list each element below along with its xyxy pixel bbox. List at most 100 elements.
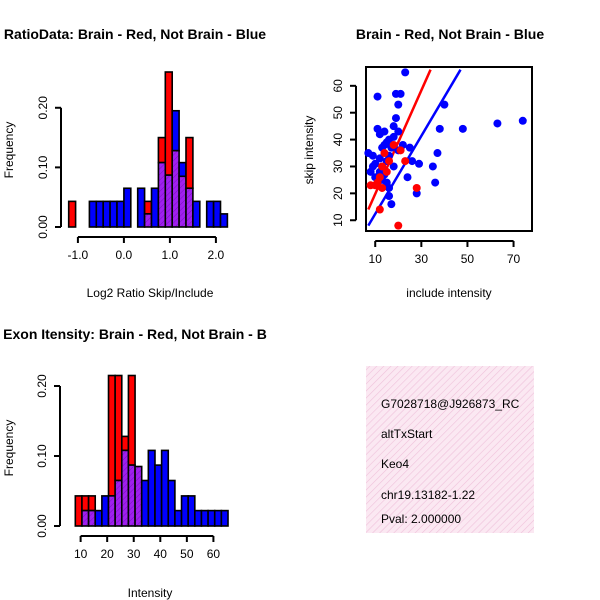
ratio-bar-overlap [178, 175, 187, 228]
intensity-bar-not-brain [187, 495, 196, 527]
scatter-point-blue [375, 154, 384, 163]
scatter-point-blue [493, 119, 502, 128]
scatter-point-blue [387, 200, 396, 209]
scatter-point-blue [389, 122, 398, 131]
intensity-bar-not-brain [220, 509, 229, 527]
ratio-histogram-ylabel: Frequency [2, 122, 16, 179]
event-type-label: altTxStart [381, 427, 433, 441]
ratio-bar-not-brain [192, 200, 201, 228]
intensity-bar-overlap [114, 479, 123, 527]
ratio-bar-not-brain [219, 213, 229, 228]
scatter-points [364, 68, 527, 230]
ratio-bar-overlap [185, 187, 194, 228]
scatter-point-red [375, 205, 384, 214]
ratio-histogram-title: RatioData: Brain - Red, Not Brain - Blue [4, 26, 266, 42]
intensity-bar-not-brain [160, 449, 170, 527]
event-id-label: G7028718@J926873_RC [381, 397, 520, 411]
scatter-point-blue [415, 159, 424, 168]
scatter-x-tick-label: 70 [507, 252, 521, 266]
intensity-bar-overlap [87, 509, 97, 527]
ratio-bar-not-brain [171, 109, 180, 152]
scatter-point-blue [385, 192, 394, 201]
ratio-bar-overlap [171, 149, 180, 228]
intensity-bar-not-brain [207, 509, 216, 527]
event-info-panel: G7028718@J926873_RC altTxStart Keo4 chr1… [366, 366, 534, 533]
intensity-bar-overlap [81, 509, 90, 527]
scatter-point-red [401, 157, 410, 166]
intensity-histogram-panel: Exon Itensity: Brain - Red, Not Brain - … [2, 326, 267, 600]
intensity-bar-not-brain [147, 449, 156, 527]
intensity-bar-not-brain [140, 479, 150, 527]
scatter-point-blue [405, 143, 414, 152]
intensity-bar-brain [81, 495, 90, 512]
scatter-point-blue [373, 92, 382, 101]
scatter-point-red [378, 162, 387, 171]
scatter-point-red [382, 167, 391, 176]
ratio-bar-not-brain [102, 200, 111, 228]
intensity-bar-overlap [134, 465, 143, 527]
intensity-histogram-axes: 10 20 30 40 50 60 0.00 0.10 0.20 [35, 374, 220, 561]
ratio-bar-not-brain [205, 200, 215, 228]
scatter-point-blue [368, 151, 377, 160]
intensity-bar-not-brain [154, 464, 163, 527]
scatter-point-blue [403, 173, 412, 182]
intensity-bar-not-brain [174, 509, 183, 527]
ratio-bar-brain [157, 136, 167, 164]
scatter-point-blue [401, 68, 410, 77]
intensity-histogram-ylabel: Frequency [2, 420, 16, 477]
scatter-point-blue [380, 127, 389, 136]
ratio-x-tick-label: -1.0 [68, 248, 89, 262]
intensity-x-tick-label: 60 [207, 547, 221, 561]
ratio-histogram-panel: RatioData: Brain - Red, Not Brain - Blue… [2, 26, 266, 300]
scatter-point-red [412, 183, 421, 192]
ratio-histogram-axes: -1.0 0.0 1.0 2.0 0.00 0.10 0.20 [36, 96, 225, 262]
ratio-bar-brain [67, 200, 77, 228]
scatter-plot-frame [365, 66, 533, 232]
scatter-point-blue [431, 178, 440, 187]
ratio-bar-not-brain [212, 200, 222, 228]
ratio-histogram-bars [67, 71, 229, 228]
scatter-point-blue [391, 114, 400, 123]
ratio-y-tick-label: 0.10 [36, 155, 50, 179]
intensity-bar-overlap [127, 464, 136, 527]
intensity-bar-not-brain [213, 509, 223, 527]
intensity-x-tick-label: 30 [127, 547, 141, 561]
info-background [366, 366, 534, 533]
intensity-y-tick-label: 0.10 [35, 444, 49, 468]
scatter-point-blue [394, 100, 403, 109]
scatter-title: Brain - Red, Not Brain - Blue [356, 26, 544, 42]
intensity-x-tick-label: 20 [101, 547, 115, 561]
intensity-y-tick-label: 0.00 [35, 514, 49, 538]
scatter-point-blue [394, 127, 403, 136]
scatter-point-blue [389, 132, 398, 141]
intensity-bar-not-brain [101, 495, 110, 527]
ratio-bar-brain [185, 136, 194, 190]
scatter-point-blue [433, 149, 442, 158]
intensity-x-tick-label: 40 [154, 547, 168, 561]
scatter-y-tick-label: 40 [331, 133, 345, 147]
intensity-bar-brain [107, 374, 116, 497]
scatter-x-tick-label: 30 [415, 252, 429, 266]
intensity-bar-brain [127, 374, 136, 466]
ratio-bar-not-brain [150, 187, 160, 228]
scatter-y-tick-label: 50 [331, 106, 345, 120]
ratio-bar-not-brain [88, 200, 98, 228]
ratio-bar-brain [143, 200, 153, 215]
scatter-point-red [389, 140, 398, 149]
scatter-point-blue [385, 183, 394, 192]
ratio-bar-overlap [164, 174, 174, 228]
scatter-point-blue [440, 100, 449, 109]
scatter-point-red [394, 221, 403, 230]
intensity-histogram-title: Exon Itensity: Brain - Red, Not Brain - … [3, 326, 267, 342]
intensity-histogram-xlabel: Intensity [128, 586, 173, 600]
scatter-point-blue [435, 124, 444, 133]
intensity-histogram-bars [74, 374, 229, 527]
intensity-bar-not-brain [180, 495, 189, 527]
intensity-bar-brain [120, 435, 130, 452]
ratio-histogram-xlabel: Log2 Ratio Skip/Include [87, 286, 214, 300]
scatter-point-blue [371, 159, 380, 168]
scatter-axes: 10 30 50 70 10 20 30 40 50 60 [331, 79, 521, 266]
scatter-point-blue [408, 157, 417, 166]
scatter-point-blue [396, 89, 405, 98]
